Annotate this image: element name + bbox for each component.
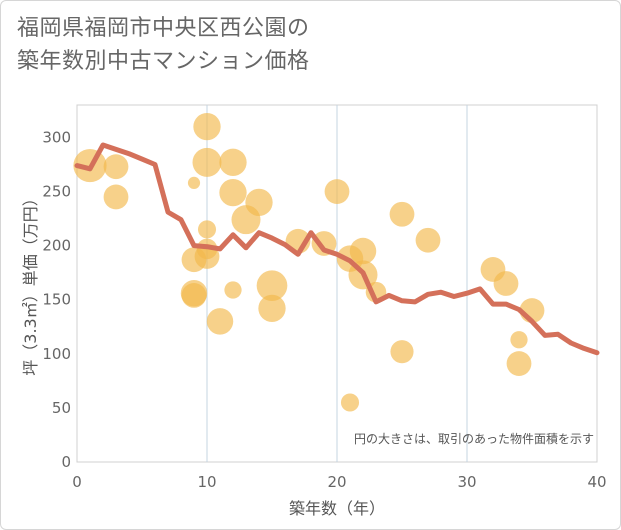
data-bubble: [506, 351, 532, 376]
x-axis-ticks: 0 10 20 30 40: [72, 473, 606, 491]
y-tick-label: 300: [42, 128, 71, 146]
data-bubble: [197, 220, 217, 239]
x-tick-label: 10: [197, 473, 216, 491]
data-bubble: [258, 294, 286, 323]
data-bubble: [510, 331, 528, 349]
chart-title: 福岡県福岡市中央区西公園の 築年数別中古マンション価格: [17, 12, 310, 78]
data-bubble: [415, 227, 441, 253]
data-bubble: [493, 271, 519, 296]
data-bubble: [340, 393, 360, 412]
y-tick-label: 150: [42, 291, 71, 309]
data-bubble: [103, 184, 129, 210]
data-bubble: [390, 340, 414, 364]
x-axis-title: 築年数（年）: [289, 499, 385, 518]
x-tick-label: 30: [457, 473, 476, 491]
data-bubble: [187, 176, 201, 189]
average-price-line: [74, 142, 600, 356]
y-tick-label: 200: [42, 237, 71, 255]
y-tick-label: 50: [52, 399, 71, 417]
y-axis-ticks: 0 50 100 150 200 250 300: [42, 128, 71, 471]
data-bubble: [256, 270, 288, 302]
bubble-series: [73, 112, 545, 412]
y-tick-label: 0: [61, 453, 71, 471]
x-tick-label: 20: [327, 473, 346, 491]
y-axis-title: 坪（3.3㎡）単価（万円）: [21, 190, 40, 375]
data-bubble: [103, 154, 129, 180]
bubble-size-note: 円の大きさは、取引のあった物件面積を示す: [354, 431, 594, 446]
y-tick-label: 100: [42, 345, 71, 363]
data-bubble: [219, 178, 247, 207]
data-bubble: [349, 237, 377, 265]
data-bubble: [192, 147, 222, 177]
y-tick-label: 250: [42, 183, 71, 201]
data-bubble: [245, 188, 273, 217]
data-bubble: [389, 201, 415, 227]
chart-title-line-1: 福岡県福岡市中央区西公園の: [17, 16, 310, 41]
data-bubble: [224, 281, 242, 299]
x-tick-label: 40: [587, 473, 606, 491]
data-bubble: [324, 179, 350, 204]
chart-title-line-2: 築年数別中古マンション価格: [17, 49, 310, 74]
data-bubble: [181, 283, 207, 308]
data-bubble: [219, 148, 247, 176]
data-bubble: [193, 112, 221, 141]
data-bubble: [206, 308, 234, 335]
x-tick-label: 0: [72, 473, 82, 491]
